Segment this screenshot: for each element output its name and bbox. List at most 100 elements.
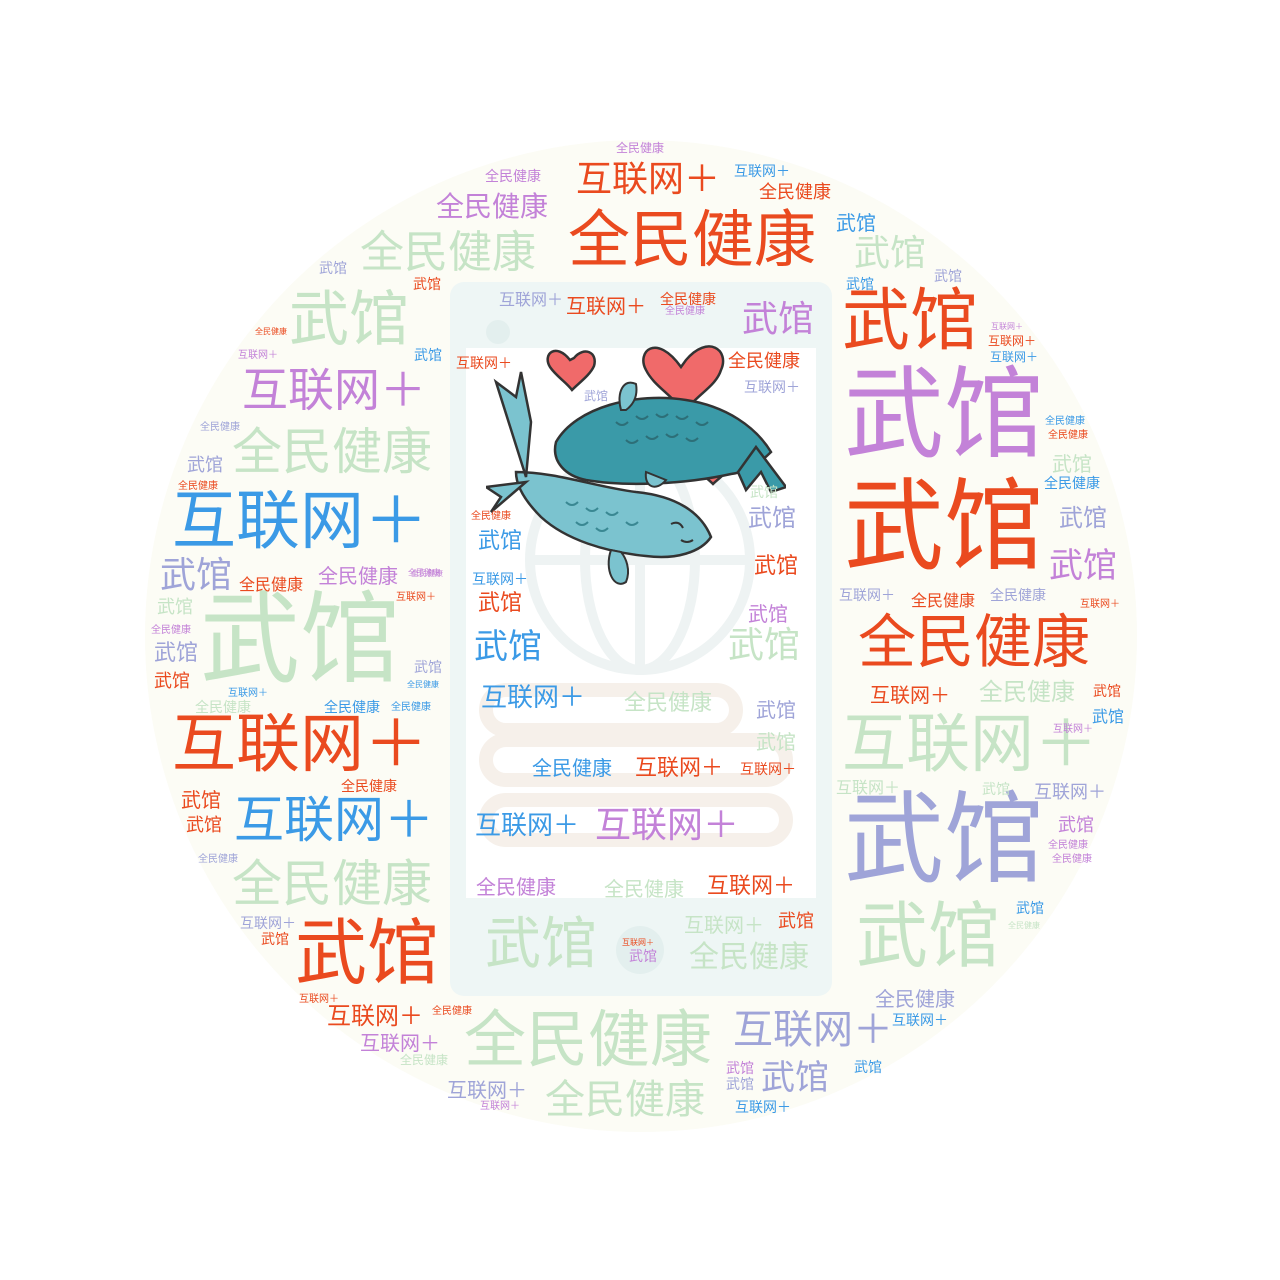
cloud-word: 全民健康 (391, 702, 431, 713)
cloud-word: 互联网＋ (498, 290, 564, 309)
cloud-word: 武馆 (583, 389, 609, 403)
cloud-word: 全民健康 (399, 1053, 449, 1067)
cloud-word: 互联网＋ (474, 811, 580, 841)
cloud-word: 全民健康 (318, 564, 398, 588)
cloud-word: 全民健康 (1045, 416, 1085, 427)
cloud-word: 全民健康 (1044, 476, 1100, 492)
cloud-word: 全民健康 (728, 351, 800, 372)
cloud-word: 全民健康 (604, 877, 684, 901)
cloud-word: 武馆 (294, 911, 440, 995)
cloud-word: 武馆 (756, 730, 796, 754)
cloud-word: 互联网＋ (360, 1031, 440, 1055)
cloud-word: 互联网＋ (735, 1100, 791, 1116)
cloud-word: 互联网＋ (242, 363, 426, 417)
cloud-word: 武馆 (289, 285, 409, 355)
cloud-word: 全民健康 (407, 680, 439, 689)
cloud-word: 全民健康 (660, 292, 716, 308)
cloud-word: 武馆 (477, 591, 523, 616)
cloud-word: 全民健康 (665, 306, 705, 317)
cloud-word: 全民健康 (463, 1003, 713, 1076)
cloud-word: 武馆 (836, 211, 876, 235)
cloud-word: 互联网＋ (456, 356, 512, 372)
cloud-word: 全民健康 (532, 756, 612, 780)
cloud-word: 武馆 (477, 529, 523, 554)
cloud-word: 武馆 (414, 348, 442, 364)
cloud-word: 互联网＋ (733, 1007, 893, 1053)
cloud-word: 互联网＋ (327, 1002, 423, 1030)
cloud-word: 武馆 (1016, 901, 1044, 917)
cloud-word: 全民健康 (990, 588, 1046, 604)
cloud-word: 武馆 (414, 660, 442, 676)
cloud-word: 互联网＋ (447, 1078, 527, 1102)
cloud-word: 全民健康 (255, 327, 287, 336)
cloud-word: 全民健康 (408, 568, 440, 577)
cloud-word: 武馆 (854, 1060, 882, 1076)
cloud-word: 武馆 (750, 485, 778, 501)
cloud-word: 互联网＋ (1053, 724, 1093, 735)
cloud-word: 全民健康 (198, 854, 238, 865)
cloud-word: 全民健康 (476, 875, 556, 899)
cloud-word: 全民健康 (759, 182, 831, 203)
cloud-word: 互联网＋ (566, 294, 646, 318)
cloud-word: 互联网＋ (238, 350, 278, 361)
cloud-word: 全民健康 (471, 511, 511, 522)
decor-bars (479, 683, 793, 847)
cloud-word: 互联网＋ (172, 708, 428, 782)
cloud-word: 互联网＋ (1080, 599, 1120, 610)
cloud-word: 武馆 (319, 261, 347, 277)
cloud-word: 武馆 (756, 698, 796, 722)
cloud-word: 全民健康 (200, 422, 240, 433)
cloud-word: 互联网＋ (842, 708, 1098, 782)
cloud-word: 互联网＋ (1034, 782, 1106, 803)
phone-camera (486, 320, 510, 344)
cloud-word: 互联网＋ (480, 683, 586, 713)
cloud-word: 武馆 (741, 299, 815, 340)
cloud-word: 互联网＋ (870, 683, 950, 707)
two-fish-icon (486, 345, 786, 585)
cloud-word: 互联网＋ (594, 805, 740, 846)
cloud-word: 武馆 (748, 602, 788, 626)
cloud-word: 武馆 (153, 641, 199, 666)
cloud-word: 武馆 (726, 1061, 754, 1077)
cloud-word: 互联网＋ (684, 913, 764, 937)
cloud-word: 武馆 (181, 788, 221, 812)
cloud-word: 武馆 (187, 455, 223, 476)
cloud-word: 武馆 (844, 468, 1044, 585)
cloud-word: 全民健康 (910, 591, 976, 610)
cloud-word: 互联网＋ (234, 791, 434, 849)
cloud-word: 全民健康 (432, 1006, 472, 1017)
cloud-word: 武馆 (761, 1058, 829, 1098)
cloud-word: 全民健康 (875, 987, 955, 1011)
cloud-word: 互联网＋ (839, 588, 895, 604)
cloud-word: 全民健康 (1008, 921, 1040, 930)
cloud-word: 全民健康 (238, 575, 304, 594)
cloud-word: 武馆 (629, 949, 657, 965)
cloud-word: 武馆 (157, 597, 193, 618)
cloud-word: 全民健康 (151, 625, 191, 636)
cloud-word: 武馆 (726, 1077, 754, 1093)
phone-home-button (616, 926, 664, 974)
cloud-word: 武馆 (1049, 546, 1117, 586)
cloud-word: 互联网＋ (228, 688, 268, 699)
cloud-word: 全民健康 (411, 569, 443, 578)
cloud-word: 互联网＋ (622, 938, 654, 947)
heart-icon (546, 349, 596, 392)
cloud-word: 武馆 (727, 625, 801, 666)
cloud-word: 全民健康 (623, 691, 713, 716)
cloud-word: 武馆 (982, 782, 1010, 798)
cloud-word: 武馆 (485, 912, 597, 977)
cloud-word: 全民健康 (1048, 430, 1088, 441)
cloud-word: 互联网＋ (740, 762, 796, 778)
cloud-word: 武馆 (846, 277, 874, 293)
cloud-word: 武馆 (844, 356, 1044, 473)
cloud-word: 互联网＋ (240, 916, 296, 932)
cloud-word: 武馆 (748, 504, 796, 532)
cloud-word: 武馆 (186, 815, 222, 836)
cloud-word: 全民健康 (341, 779, 397, 795)
cloud-word: 互联网＋ (987, 334, 1037, 348)
cloud-word: 互联网＋ (480, 1101, 520, 1112)
cloud-word: 全民健康 (485, 169, 541, 185)
cloud-word: 全民健康 (195, 700, 251, 716)
cloud-word: 互联网＋ (299, 994, 339, 1005)
